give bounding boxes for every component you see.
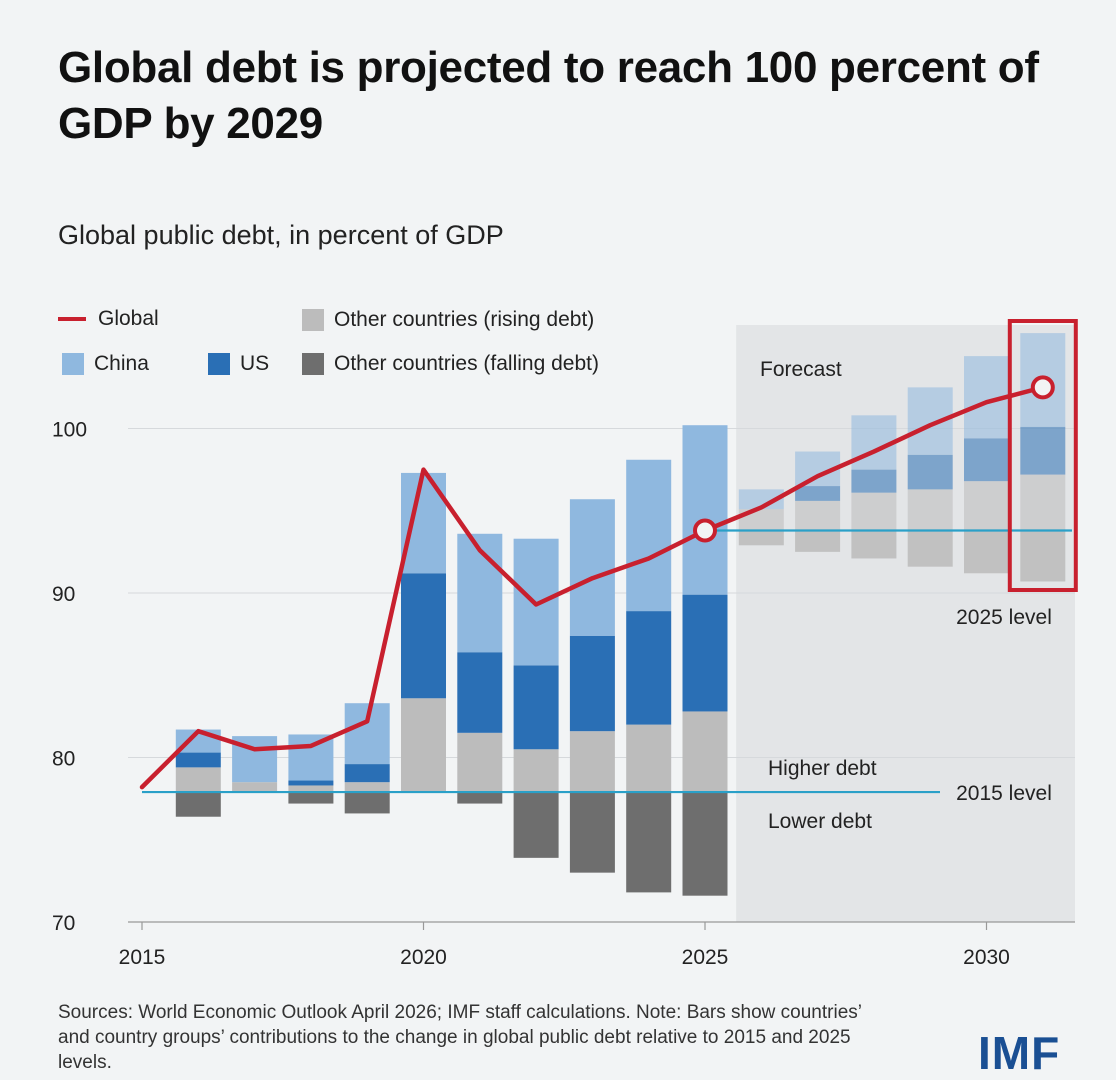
bar-2021-rising bbox=[457, 732, 503, 793]
chart-title: Global debt is projected to reach 100 pe… bbox=[58, 43, 1039, 148]
x-tick-label-2020: 2020 bbox=[400, 946, 447, 969]
bar-2021-us bbox=[457, 652, 503, 733]
label-lower-debt: Lower debt bbox=[768, 810, 872, 833]
y-tick-label-80: 80 bbox=[52, 748, 75, 771]
bar-2019-rising bbox=[344, 782, 390, 793]
forecast-region bbox=[736, 325, 1075, 922]
bar-2027-rising bbox=[795, 500, 841, 531]
bar-2016-falling bbox=[175, 792, 221, 817]
x-tick-label-2015: 2015 bbox=[119, 946, 166, 969]
bar-2020-rising bbox=[401, 698, 446, 793]
x-tick-label-2030: 2030 bbox=[963, 946, 1010, 969]
legend-label-us: US bbox=[240, 352, 270, 375]
y-tick-label-70: 70 bbox=[52, 912, 75, 935]
forecast-label: Forecast bbox=[760, 358, 842, 381]
global-marker-2031 bbox=[1030, 375, 1055, 400]
bar-2021-falling bbox=[457, 792, 503, 804]
bar-2016-us bbox=[175, 752, 221, 768]
bar-2029-rising bbox=[907, 489, 953, 531]
highlight-box-2031 bbox=[1007, 319, 1078, 592]
global-line bbox=[139, 385, 1046, 790]
legend-item-us: US bbox=[208, 352, 269, 376]
legend-label-global: Global bbox=[98, 307, 159, 330]
bar-2017-rising bbox=[232, 782, 278, 793]
legend-swatch-falling bbox=[302, 353, 324, 375]
chart-subtitle: Global public debt, in percent of GDP bbox=[58, 220, 504, 250]
legend-label-rising: Other countries (rising debt) bbox=[334, 308, 595, 331]
bar-2022-us bbox=[513, 665, 559, 750]
bar-2023-us bbox=[569, 635, 615, 732]
bar-2019-falling bbox=[344, 792, 390, 814]
legend-item-rising: Other countries (rising debt) bbox=[302, 308, 594, 332]
imf-logo: IMF bbox=[978, 1027, 1061, 1079]
legend-label-falling: Other countries (falling debt) bbox=[334, 352, 599, 375]
bar-2022-rising bbox=[513, 749, 559, 793]
bar-2028-us bbox=[851, 469, 897, 493]
bar-2018-rising bbox=[288, 785, 334, 793]
bar-2030-rising bbox=[964, 481, 1009, 531]
bar-2024-china bbox=[626, 459, 672, 612]
legend-swatch-china bbox=[62, 353, 84, 375]
bar-2023-china bbox=[569, 499, 615, 636]
bar-2031-us bbox=[1020, 426, 1066, 475]
bar-2024-rising bbox=[626, 724, 672, 793]
bar-2027-falling bbox=[795, 530, 841, 552]
legend-label-china: China bbox=[94, 352, 149, 375]
bar-2031-rising bbox=[1020, 474, 1066, 531]
source-note: Sources: World Economic Outlook April 20… bbox=[58, 1002, 862, 1073]
bar-2022-falling bbox=[513, 792, 559, 858]
bar-2031-falling bbox=[1020, 530, 1066, 582]
bar-2019-us bbox=[344, 764, 390, 783]
label-higher-debt: Higher debt bbox=[768, 757, 877, 780]
bar-2024-falling bbox=[626, 792, 672, 893]
legend-item-falling: Other countries (falling debt) bbox=[302, 352, 599, 376]
bar-2023-falling bbox=[569, 792, 615, 873]
legend-item-global: Global bbox=[58, 307, 159, 331]
legend-line-global bbox=[58, 317, 86, 321]
bar-2025-falling bbox=[682, 792, 728, 896]
bar-2030-us bbox=[964, 438, 1009, 482]
bar-2018-falling bbox=[288, 792, 334, 804]
bar-2025-rising bbox=[682, 711, 728, 793]
bar-2023-rising bbox=[569, 731, 615, 793]
bar-2024-us bbox=[626, 611, 672, 725]
bar-2026-china bbox=[738, 489, 784, 510]
bar-2029-falling bbox=[907, 530, 953, 567]
bar-2020-us bbox=[401, 573, 446, 699]
bar-2029-us bbox=[907, 454, 953, 490]
bar-2025-china bbox=[682, 425, 728, 595]
bar-2028-falling bbox=[851, 530, 897, 559]
bar-2018-us bbox=[288, 780, 334, 786]
y-tick-label-100: 100 bbox=[52, 419, 87, 442]
legend-swatch-us bbox=[208, 353, 230, 375]
label-2015-level: 2015 level bbox=[956, 782, 1052, 805]
chart-plot-area: Forecast 70 80 90 100 2015 2020 2025 2030 2015 le… bbox=[52, 319, 1078, 969]
legend-swatch-rising bbox=[302, 309, 324, 331]
x-tick-label-2025: 2025 bbox=[682, 946, 729, 969]
bar-2026-falling bbox=[738, 530, 784, 546]
bar-2028-rising bbox=[851, 492, 897, 531]
global-marker-2025 bbox=[693, 518, 717, 543]
legend-item-china: China bbox=[62, 352, 149, 376]
bar-2025-us bbox=[682, 594, 728, 712]
bar-2016-rising bbox=[175, 767, 221, 793]
bar-2027-us bbox=[795, 486, 841, 501]
y-tick-label-90: 90 bbox=[52, 583, 75, 606]
bar-2018-china bbox=[288, 734, 334, 781]
label-2025-level: 2025 level bbox=[956, 606, 1052, 629]
bar-2021-china bbox=[457, 533, 503, 653]
bar-2020-china bbox=[401, 472, 446, 574]
bar-2030-falling bbox=[964, 530, 1009, 574]
